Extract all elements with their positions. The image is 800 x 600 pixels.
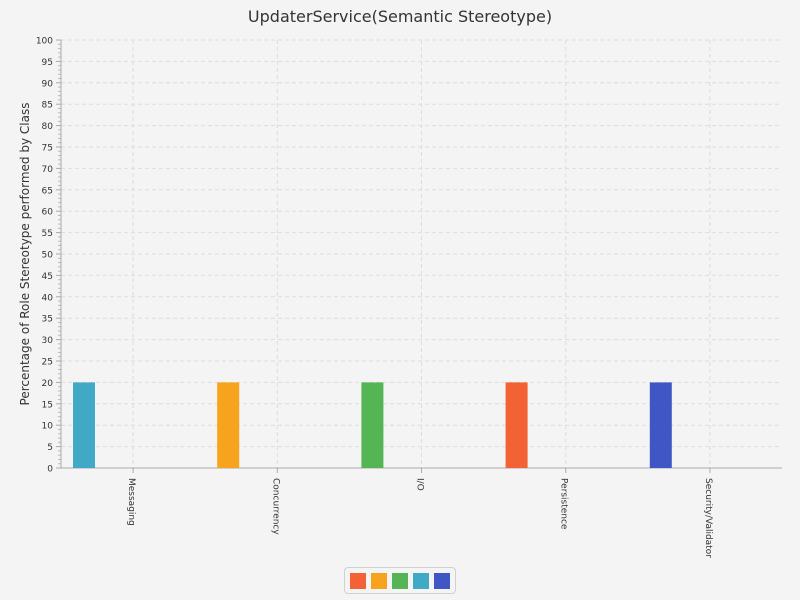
y-tick-label: 10	[42, 422, 54, 432]
bars	[73, 382, 672, 468]
y-tick-label: 90	[42, 79, 54, 89]
y-axis-label: Percentage of Role Stereotype performed …	[18, 103, 32, 406]
y-tick-label: 5	[47, 443, 53, 453]
y-tick-label: 40	[42, 293, 54, 303]
y-tick-label: 100	[36, 37, 53, 47]
y-tick-label: 85	[42, 101, 53, 111]
legend-swatch[interactable]	[371, 572, 387, 589]
y-tick-label: 35	[42, 315, 53, 325]
y-tick-label: 70	[42, 165, 54, 175]
y-tick-label: 60	[42, 208, 54, 218]
legend-swatch[interactable]	[392, 572, 408, 589]
x-tick-label: Concurrency	[270, 478, 280, 535]
legend-swatch[interactable]	[350, 572, 366, 589]
y-tick-label: 25	[42, 358, 53, 368]
x-tick-label: Security/Validator	[703, 478, 713, 558]
bar-concurrency[interactable]	[217, 382, 240, 468]
y-tick-label: 55	[42, 229, 53, 239]
x-tick-label: I/O	[415, 478, 425, 491]
legend	[344, 567, 456, 594]
bar-security-validator[interactable]	[649, 382, 672, 468]
axes	[56, 39, 782, 473]
y-tick-label: 75	[42, 144, 53, 154]
bar-messaging[interactable]	[73, 382, 95, 468]
y-tick-label: 30	[42, 336, 54, 346]
chart-title: UpdaterService(Semantic Stereotype)	[247, 7, 553, 26]
y-tick-label: 65	[42, 186, 53, 196]
x-tick-label: Messaging	[126, 478, 136, 526]
y-tick-label: 80	[42, 122, 54, 132]
y-tick-label: 0	[47, 465, 53, 475]
x-tick-label: Persistence	[559, 478, 569, 530]
tick-labels: 0 5 10 15 20 25 30 35 40 45 50 55 60 65 70 75 80 85 90 95 10…	[36, 37, 713, 559]
y-tick-label: 45	[42, 272, 53, 282]
y-tick-label: 15	[42, 400, 53, 410]
bar-i-o[interactable]	[361, 382, 384, 468]
y-tick-label: 95	[42, 58, 53, 68]
grid-lines	[61, 39, 782, 468]
bar-persistence[interactable]	[505, 382, 528, 468]
y-tick-label: 50	[42, 251, 54, 261]
y-tick-label: 20	[42, 379, 54, 389]
legend-swatch[interactable]	[413, 572, 429, 589]
legend-swatch[interactable]	[434, 572, 450, 589]
